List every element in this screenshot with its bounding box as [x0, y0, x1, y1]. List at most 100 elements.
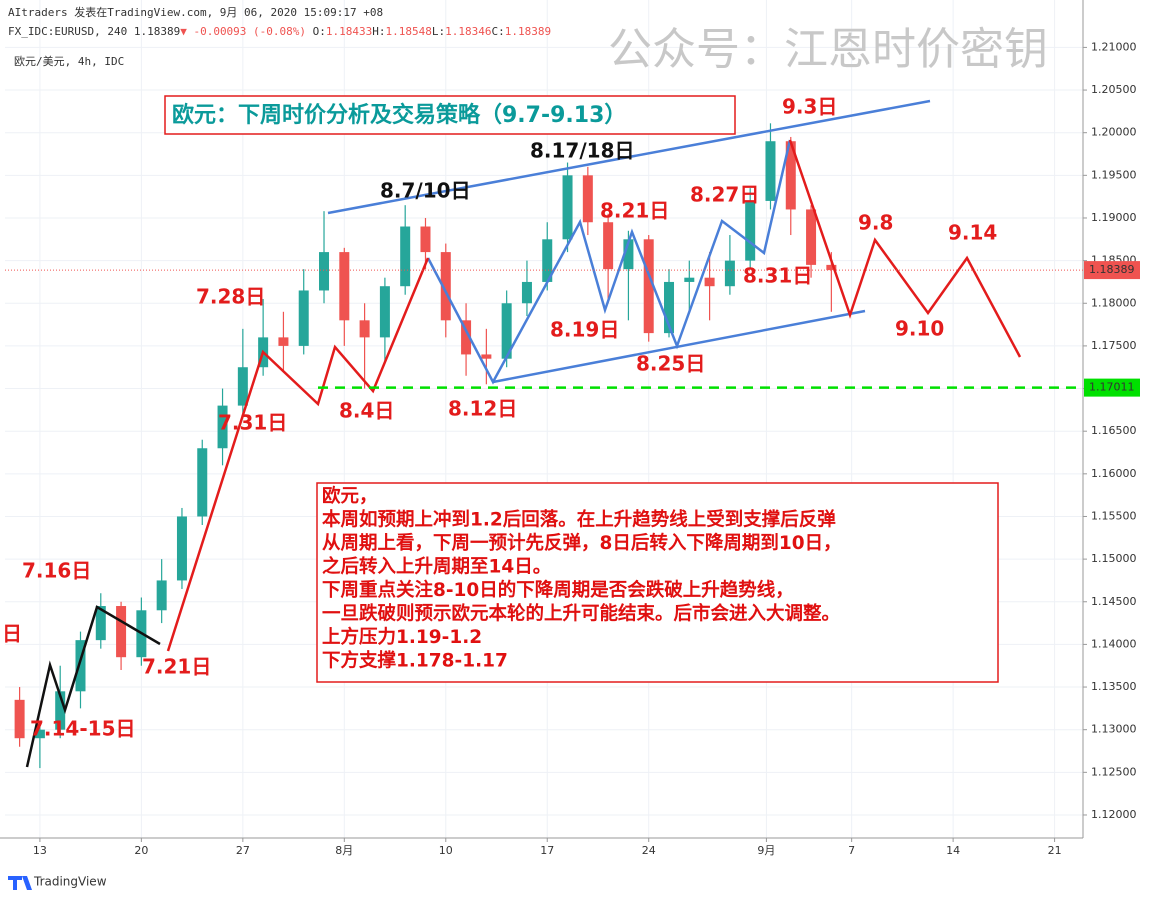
drawings — [25, 99, 1022, 768]
ohlc-part: L: — [432, 25, 445, 38]
x-tick-label: 9月 — [757, 844, 775, 857]
candle-body — [765, 141, 776, 201]
y-tick-label: 1.14500 — [1091, 595, 1137, 608]
y-tick-label: 1.20500 — [1091, 83, 1137, 96]
candle-body — [440, 252, 451, 321]
note-line: 上方压力1.19-1.2 — [322, 626, 482, 648]
y-tick-label: 1.16000 — [1091, 467, 1137, 480]
annotation: 7.31日 — [218, 411, 287, 435]
candle-body — [116, 606, 127, 658]
annotation: 9.8 — [858, 211, 893, 235]
last-price-box — [1084, 261, 1140, 280]
annotation: 8.27日 — [690, 183, 759, 207]
y-tick-label: 1.16500 — [1091, 424, 1137, 437]
annotation: 8.4日 — [339, 399, 394, 423]
annotation: 9.10 — [895, 317, 944, 341]
candle-body — [420, 226, 431, 253]
ohlc-part: O: — [313, 25, 326, 38]
x-tick-label: 17 — [540, 844, 554, 857]
note: 欧元，本周如预期上冲到1.2后回落。在上升趋势线上受到支撑后反弹从周期上看，下周… — [322, 485, 842, 672]
candle-body — [95, 606, 106, 641]
y-tick-label: 1.20000 — [1091, 126, 1137, 139]
x-tick-label: 14 — [946, 844, 960, 857]
candle-body — [217, 405, 228, 449]
ohlc: O:1.18433H:1.18548L:1.18346C:1.18389 — [313, 25, 551, 38]
candle-body — [55, 691, 66, 730]
y-tick-label: 1.21000 — [1091, 40, 1137, 53]
candle-body — [521, 281, 532, 304]
y-tick-label: 1.13000 — [1091, 723, 1137, 736]
note-line: 本周如预期上冲到1.2后回落。在上升趋势线上受到支撑后反弹 — [322, 509, 836, 531]
x-tick-label: 21 — [1048, 844, 1062, 857]
annotation: 日 — [2, 622, 22, 646]
candle-body — [664, 281, 675, 334]
annotation: 8.7/10日 — [380, 179, 471, 203]
ohlc-part: 1.18548 — [386, 25, 432, 38]
candle-body — [785, 141, 796, 210]
black-wave — [25, 605, 161, 768]
x-tick-label: 24 — [642, 844, 656, 857]
red-wave — [166, 257, 430, 652]
y-tick-label: 1.18000 — [1091, 296, 1137, 309]
candle-body — [461, 320, 472, 355]
annotation: 8.17/18日 — [530, 139, 634, 163]
candle-body — [176, 516, 187, 581]
ohlc-part: C: — [492, 25, 505, 38]
x-tick-label: 13 — [33, 844, 47, 857]
candle-body — [197, 448, 208, 517]
x-tick-label: 27 — [236, 844, 250, 857]
pair: 欧元/美元, 4h, IDC — [14, 55, 124, 68]
annotation: 8.21日 — [600, 199, 669, 223]
y-tick-label: 1.15500 — [1091, 509, 1137, 522]
support-label: 1.17011 — [1089, 381, 1135, 394]
upper-trendline — [327, 99, 931, 215]
annotation: 7.21日 — [142, 655, 211, 679]
candle-body — [542, 239, 553, 282]
candle-body — [298, 290, 309, 346]
note-line: 之后转入上升周期至14日。 — [322, 556, 551, 578]
note-line: 下周重点关注8-10日的下降周期是否会跌破上升趋势线， — [322, 579, 794, 601]
annotation: 8.12日 — [448, 397, 517, 421]
candle-body — [684, 277, 695, 282]
candle-body — [379, 286, 390, 338]
axes: 1.12000 1.12500 1.13000 1.13500 1.14000 1.145… — [5, 40, 1140, 857]
y-tick-label: 1.14000 — [1091, 637, 1137, 650]
y-tick-label: 1.12000 — [1091, 808, 1137, 821]
candle-body — [745, 200, 756, 261]
y-tick-label: 1.15000 — [1091, 552, 1137, 565]
annotation: 8.31日 — [743, 264, 812, 288]
chart-title: 欧元：下周时价分析及交易策略（9.7-9.13） — [172, 102, 626, 128]
candle-body — [806, 209, 817, 265]
support-label-box — [1084, 378, 1140, 397]
symbol: FX_IDC:EURUSD, 240 — [8, 25, 127, 38]
change: ▼ -0.00093 (-0.08%) — [180, 25, 306, 38]
ohlc-part: H: — [372, 25, 385, 38]
annotation: 9.3日 — [782, 95, 837, 119]
candle-body — [319, 252, 330, 291]
candle-body — [75, 640, 86, 692]
x-tick-label: 10 — [439, 844, 453, 857]
candle-body — [603, 222, 614, 270]
candle-body — [582, 175, 593, 223]
x-tick-label: 8月 — [335, 844, 353, 857]
note-line: 下方支撑1.178-1.17 — [322, 650, 508, 672]
annotation: 7.28日 — [196, 285, 265, 309]
annotation: 7.14-15日 — [30, 717, 135, 741]
candle-body — [359, 320, 370, 338]
candle-body — [562, 175, 573, 240]
x-tick-label: 20 — [134, 844, 148, 857]
title-box — [164, 95, 736, 135]
candle-body — [14, 699, 25, 739]
candle-body — [237, 367, 248, 406]
footer: TradingView — [33, 875, 107, 889]
note-line: 从周期上看，下周一预计先反弹，8日后转入下降周期到10日， — [322, 532, 842, 554]
last-price-label: 1.18389 — [1089, 263, 1135, 276]
annotation: 8.19日 — [550, 318, 619, 342]
candle-body — [339, 252, 350, 321]
annotation: 9.14 — [948, 221, 997, 245]
candle-body — [278, 337, 289, 346]
note-line: 欧元， — [322, 485, 378, 507]
candle-body — [826, 264, 837, 271]
y-tick-label: 1.13500 — [1091, 680, 1137, 693]
